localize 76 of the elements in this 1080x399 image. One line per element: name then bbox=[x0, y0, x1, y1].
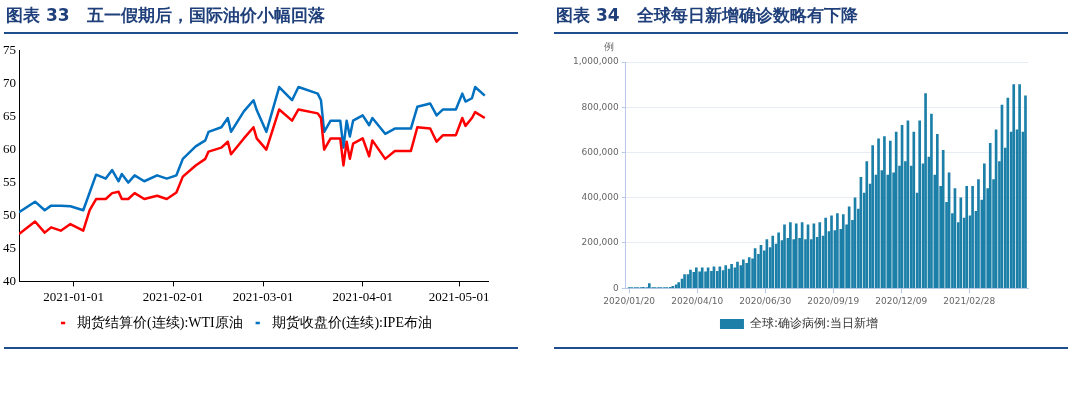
bar bbox=[830, 215, 833, 289]
bar bbox=[700, 267, 704, 289]
bar bbox=[883, 136, 886, 289]
bar bbox=[941, 149, 945, 289]
bar bbox=[683, 274, 686, 289]
chart-title: 图表 33 五一假期后，国际油价小幅回落 bbox=[6, 4, 325, 27]
bar bbox=[977, 179, 980, 289]
bar bbox=[692, 272, 696, 289]
bar bbox=[794, 223, 798, 289]
y-tick-label: 60 bbox=[3, 141, 16, 157]
bar bbox=[771, 235, 775, 289]
x-tick-label: 2021-02-01 bbox=[142, 288, 204, 304]
bar bbox=[924, 93, 927, 289]
y-tick-label: 1,000,000 bbox=[572, 56, 620, 67]
y-tick-label: 200,000 bbox=[581, 237, 620, 248]
bar bbox=[704, 271, 707, 289]
bar bbox=[716, 270, 719, 289]
bar bbox=[783, 224, 786, 289]
y-tick-label: 45 bbox=[3, 239, 16, 255]
x-tick-label: 2020/04/10 bbox=[671, 295, 724, 306]
bar bbox=[698, 271, 702, 289]
legend-label: 期货结算价(连续):WTI原油 bbox=[77, 314, 243, 331]
y-tick-label: 400,000 bbox=[581, 192, 620, 203]
chart-title: 图表 34 全球每日新增确诊数略有下降 bbox=[556, 4, 858, 27]
bar bbox=[789, 222, 792, 289]
bar bbox=[824, 217, 827, 289]
bar bbox=[710, 270, 713, 289]
bar bbox=[935, 134, 939, 289]
legend-label: 全球:确诊病例:当日新增 bbox=[749, 316, 879, 331]
bar bbox=[777, 232, 780, 289]
bar bbox=[988, 143, 992, 289]
bar bbox=[836, 213, 839, 289]
bar bbox=[1012, 84, 1016, 289]
bar bbox=[1024, 95, 1027, 289]
bar bbox=[965, 186, 969, 289]
bar bbox=[730, 264, 733, 289]
y-tick-label: 600,000 bbox=[581, 146, 620, 157]
y-tick-label: 50 bbox=[3, 206, 16, 222]
bar bbox=[818, 222, 822, 289]
x-tick-label: 2021-01-01 bbox=[43, 288, 104, 304]
x-tick-label: 2020/06/30 bbox=[739, 295, 792, 306]
y-tick-label: 800,000 bbox=[581, 101, 620, 112]
bar bbox=[1018, 84, 1021, 289]
bar bbox=[912, 131, 916, 289]
y-axis-title: 例 bbox=[603, 40, 614, 52]
bar bbox=[689, 269, 692, 289]
bar bbox=[736, 261, 739, 289]
y-tick-label: 75 bbox=[3, 42, 16, 58]
x-tick-label: 2020/12/09 bbox=[875, 295, 928, 306]
bar bbox=[747, 257, 751, 289]
bar bbox=[841, 214, 845, 289]
x-tick-label: 2020/09/19 bbox=[807, 295, 860, 306]
legend-label: 期货收盘价(连续):IPE布油 bbox=[271, 314, 432, 331]
y-tick-label: 40 bbox=[3, 272, 16, 288]
y-tick-label: 0 bbox=[613, 282, 620, 293]
y-tick-label: 55 bbox=[3, 173, 16, 189]
x-tick-label: 2021-04-01 bbox=[332, 288, 394, 304]
x-tick-label: 2020/01/20 bbox=[603, 295, 656, 306]
bar bbox=[918, 120, 922, 289]
bar bbox=[888, 140, 892, 289]
y-tick-label: 70 bbox=[3, 75, 16, 91]
y-tick-label: 65 bbox=[3, 108, 16, 124]
x-tick-label: 2021-05-01 bbox=[428, 288, 490, 304]
x-tick-label: 2021/02/28 bbox=[943, 295, 996, 306]
x-tick-label: 2021-03-01 bbox=[232, 288, 294, 304]
bar bbox=[742, 259, 745, 289]
bar bbox=[877, 138, 880, 289]
bar bbox=[971, 186, 974, 289]
bar bbox=[871, 145, 874, 289]
bar bbox=[930, 113, 933, 289]
bar bbox=[983, 163, 986, 289]
bar bbox=[894, 131, 898, 289]
bar bbox=[695, 267, 698, 289]
bar bbox=[959, 197, 963, 289]
bar bbox=[647, 283, 651, 289]
bar bbox=[865, 161, 869, 289]
